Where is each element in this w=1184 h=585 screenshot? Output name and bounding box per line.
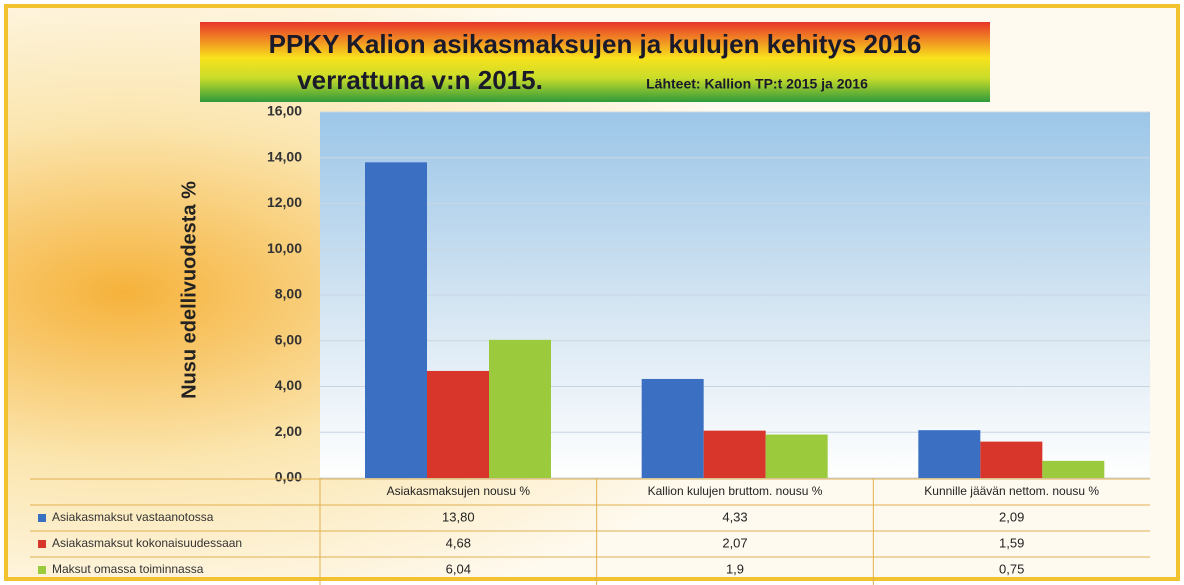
table-value: 2,09: [999, 509, 1024, 524]
table-value: 13,80: [442, 509, 475, 524]
table-value: 1,9: [726, 561, 744, 576]
title-box: [200, 22, 990, 102]
table-value: 4,68: [446, 535, 471, 550]
x-tick-label: Kallion kulujen bruttom. nousu %: [648, 484, 823, 498]
y-tick-label: 12,00: [267, 194, 302, 210]
table-value: 6,04: [446, 561, 471, 576]
legend-label: Maksut omassa toiminnassa: [52, 562, 204, 576]
y-tick-label: 6,00: [275, 331, 302, 347]
table-value: 0,75: [999, 561, 1024, 576]
chart-title: PPKY Kalion asikasmaksujen ja kulujen ke…: [269, 29, 922, 59]
legend-label: Asiakasmaksut vastaanotossa: [52, 510, 214, 524]
bar: [641, 378, 704, 478]
x-tick-label: Kunnille jäävän nettom. nousu %: [924, 484, 1099, 498]
chart-source: Lähteet: Kallion TP:t 2015 ja 2016: [646, 76, 868, 92]
bar: [1042, 460, 1105, 478]
y-tick-label: 0,00: [275, 469, 302, 485]
bar: [365, 162, 427, 478]
legend-swatch: [38, 540, 46, 548]
y-tick-label: 2,00: [275, 423, 302, 439]
legend-label: Asiakasmaksut kokonaisuudessaan: [52, 536, 242, 550]
legend-swatch: [38, 566, 46, 574]
bar: [489, 339, 551, 478]
y-tick-label: 8,00: [275, 286, 302, 302]
chart-subtitle: verrattuna v:n 2015.: [297, 65, 543, 95]
bar: [980, 441, 1043, 478]
x-tick-label: Asiakasmaksujen nousu %: [387, 484, 531, 498]
table-value: 4,33: [722, 509, 747, 524]
y-tick-label: 10,00: [267, 240, 302, 256]
y-tick-label: 4,00: [275, 377, 302, 393]
bar: [703, 430, 766, 478]
bar: [427, 370, 489, 478]
table-value: 1,59: [999, 535, 1024, 550]
y-tick-label: 16,00: [267, 103, 302, 119]
y-axis-label: Nusu edellivuodesta %: [178, 181, 200, 399]
legend-swatch: [38, 514, 46, 522]
bar: [765, 434, 828, 478]
y-tick-label: 14,00: [267, 148, 302, 164]
bar: [918, 430, 981, 478]
table-value: 2,07: [722, 535, 747, 550]
